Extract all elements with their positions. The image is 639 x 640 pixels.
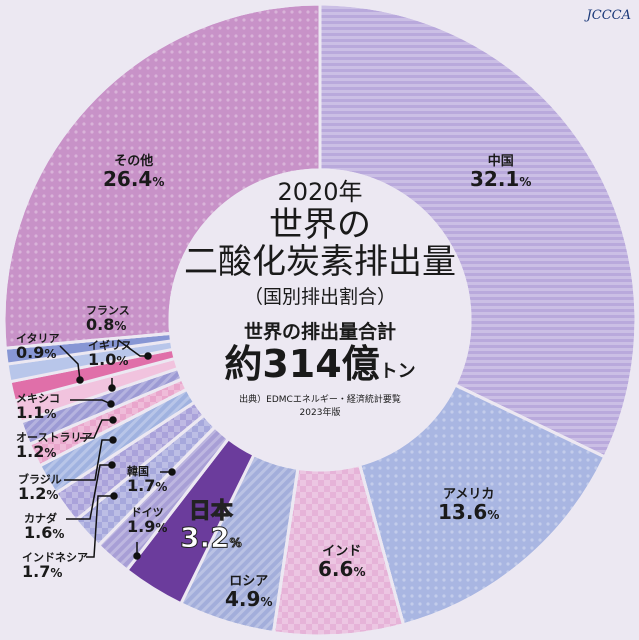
label-italy: イタリア 0.9%: [16, 332, 60, 362]
label-australia: オーストラリア 1.2%: [16, 431, 93, 461]
total-value: 約314億トン: [224, 341, 416, 386]
title-line2: 二酸化炭素排出量: [184, 242, 456, 283]
leader-lines: [59, 339, 176, 560]
slice-pattern: [318, 2, 638, 459]
label-brazil: ブラジル 1.2%: [18, 473, 62, 503]
label-canada: カナダ 1.6%: [24, 512, 65, 542]
slice-pattern: [2, 2, 322, 350]
label-indonesia: インドネシア 1.7%: [22, 551, 88, 581]
label-other: その他 26.4%: [103, 154, 165, 191]
year: 2020年: [277, 178, 363, 206]
title-subtitle: （国別排出割合）: [243, 285, 396, 308]
label-usa: アメリカ 13.6%: [438, 487, 500, 524]
label-china: 中国 32.1%: [470, 154, 532, 191]
label-russia: ロシア 4.9%: [225, 574, 273, 611]
jccca-logo: JCCCA: [586, 8, 631, 23]
label-japan: 日本 3.2%: [180, 499, 243, 555]
label-india: インド 6.6%: [318, 544, 366, 581]
label-korea: 韓国 1.7%: [127, 465, 168, 495]
label-mexico: メキシコ 1.1%: [16, 392, 60, 422]
label-germany: ドイツ 1.9%: [127, 506, 168, 536]
total-label: 世界の排出量合計: [243, 320, 396, 343]
label-uk: イギリス 1.0%: [88, 339, 132, 369]
label-france: フランス 0.8%: [86, 304, 130, 334]
slice-pattern: [357, 382, 607, 627]
title-line1: 世界の: [269, 205, 371, 245]
total-unit: トン: [379, 360, 416, 382]
source: 出典）EDMCエネルギー・経済統計要覧 2023年版: [239, 394, 401, 418]
chart-center-title: 2020年 世界の 二酸化炭素排出量 （国別排出割合） 世界の排出量合計 約31…: [170, 172, 470, 418]
